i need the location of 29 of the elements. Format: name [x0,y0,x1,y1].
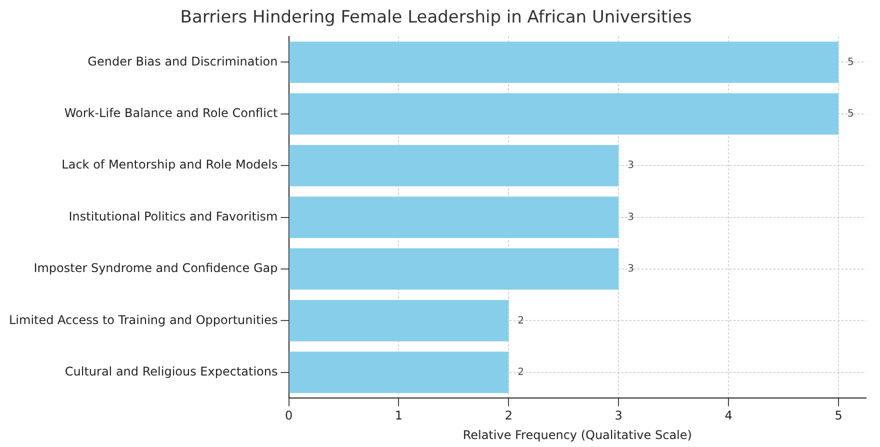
x-tick-label: 3 [614,408,622,423]
bar [289,196,619,238]
chart-title: Barriers Hindering Female Leadership in African Universities [180,8,692,28]
x-tick-label: 4 [724,408,732,423]
bar [289,42,839,83]
y-tick-label: Lack of Mentorship and Role Models [62,158,278,172]
x-tick-label: 2 [504,408,512,423]
bar [289,300,509,342]
bar [289,352,509,394]
bar [289,248,619,290]
data-label: 3 [628,264,634,275]
data-label: 3 [628,160,634,172]
x-tick-label: 1 [394,408,403,423]
data-label: 2 [518,315,524,326]
data-label: 5 [848,56,854,68]
y-tick-label: Cultural and Religious Expectations [64,364,278,378]
data-label: 2 [518,366,524,378]
y-tick-label: Limited Access to Training and Opportunities [8,312,278,327]
y-tick-label: Institutional Politics and Favoritism [68,209,278,224]
data-label: 5 [848,108,854,120]
x-tick-label: 5 [834,408,842,423]
bar [289,93,839,135]
x-axis-title: Relative Frequency (Qualitative Scale) [462,428,692,442]
bar [289,144,619,186]
y-tick-label: Gender Bias and Discrimination [88,54,278,68]
data-label: 3 [628,212,634,223]
x-tick-label: 0 [284,408,293,423]
y-tick-label: Work-Life Balance and Role Conflict [64,106,278,120]
y-tick-label: Imposter Syndrome and Confidence Gap [34,261,278,276]
